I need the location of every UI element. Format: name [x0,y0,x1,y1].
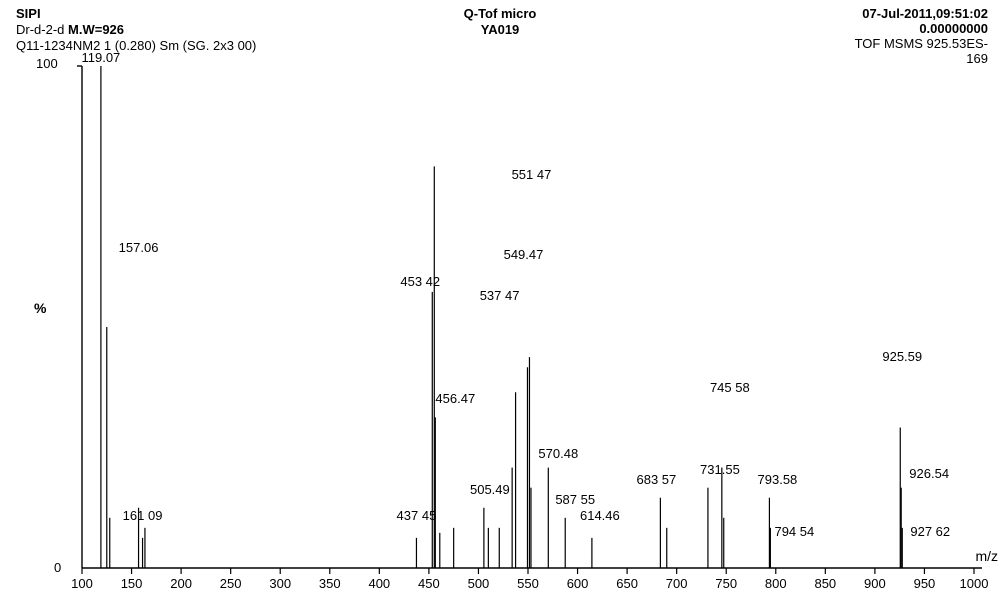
mass-spectrum-page: SIPI Dr-d-2-d M.W=926 Q11-1234NM2 1 (0.2… [0,0,1000,611]
peak-label: 925.59 [882,349,922,364]
x-tick-label: 800 [765,576,787,591]
x-tick-label: 650 [616,576,638,591]
x-tick-label: 150 [121,576,143,591]
x-tick-label: 500 [468,576,490,591]
peak-label: 537 47 [480,288,520,303]
x-tick-label: 450 [418,576,440,591]
header-right-num: 0.00000000 [855,21,988,36]
peak-label: 119.07 [81,50,120,65]
scan-mode: TOF MSMS 925.53ES- [855,36,988,51]
peak-label: 731.55 [700,462,740,477]
x-tick-label: 1000 [960,576,989,591]
y-axis-label: % [34,300,46,316]
x-tick-label: 700 [666,576,688,591]
peak-label: 551 47 [512,167,552,182]
y-axis-max: 100 [36,56,58,71]
peak-label: 587 55 [555,492,595,507]
peak-label: 161 09 [123,508,163,523]
peak-label: 683 57 [636,472,676,487]
x-tick-label: 350 [319,576,341,591]
peak-label: 157.06 [119,240,159,255]
instrument-name: Q-Tof micro [0,6,1000,22]
x-tick-label: 850 [814,576,836,591]
peak-label: 926.54 [909,466,949,481]
peak-label: 745 58 [710,380,750,395]
peak-label: 549.47 [504,247,544,262]
peak-label: 437 45 [397,508,437,523]
peak-label: 505.49 [470,482,510,497]
peak-label: 614.46 [580,508,620,523]
peak-label: 456.47 [435,391,475,406]
x-tick-label: 300 [269,576,291,591]
x-tick-label: 600 [567,576,589,591]
run-id: YA019 [0,22,1000,38]
spectrum-svg [70,64,990,584]
x-tick-label: 750 [715,576,737,591]
x-tick-label: 200 [170,576,192,591]
x-ticks: 100 150 200 250 300 350 400 450 500 550 600 650 700 7… [70,576,990,596]
x-tick-label: 400 [368,576,390,591]
peak-label: 794 54 [774,524,814,539]
header-right: 07-Jul-2011,09:51:02 0.00000000 TOF MSMS… [855,6,988,66]
method-line: Q11-1234NM2 1 (0.280) Sm (SG. 2x3 00) [16,38,256,54]
header-center: Q-Tof micro YA019 [0,6,1000,38]
peak-label: 453 42 [400,274,440,289]
peak-label: 570.48 [538,446,578,461]
x-tick-label: 550 [517,576,539,591]
spectrum-chart [70,64,990,584]
y-axis-min: 0 [54,560,61,575]
peak-label: 793.58 [758,472,798,487]
x-tick-label: 100 [71,576,93,591]
x-tick-label: 950 [914,576,936,591]
timestamp: 07-Jul-2011,09:51:02 [855,6,988,21]
x-tick-label: 250 [220,576,242,591]
x-tick-label: 900 [864,576,886,591]
peak-label: 927 62 [910,524,950,539]
